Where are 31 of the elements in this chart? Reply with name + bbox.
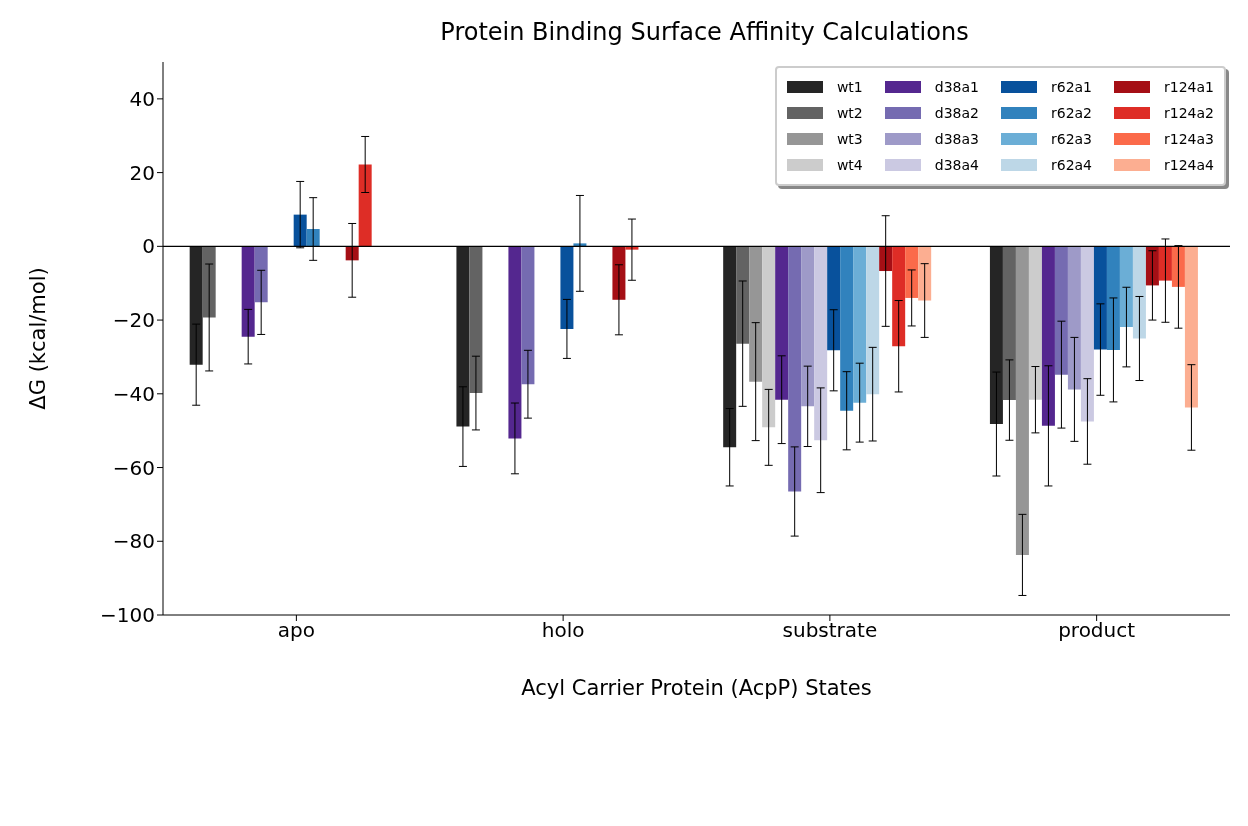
y-tick-label: −40 [112,381,155,406]
y-tick-label: −20 [112,308,155,333]
y-tick-label: 40 [129,86,155,111]
y-tick-label: 0 [142,234,155,259]
legend-label: wt3 [836,131,863,147]
legend-label: wt4 [836,157,863,173]
legend-label: r62a1 [1050,79,1093,95]
legend-label: r62a4 [1050,157,1093,173]
x-tick-label: substrate [782,618,878,643]
legend-label: r124a4 [1164,157,1214,173]
y-tick-label: −80 [112,529,155,554]
y-axis-title: ΔG (kcal/mol) [26,267,51,410]
legend-label: r124a1 [1164,79,1214,95]
legend-label: wt2 [836,105,863,121]
x-tick-label: apo [277,618,315,643]
legend-label: wt1 [836,79,863,95]
legend-label: d38a2 [934,105,979,121]
legend-label: r62a3 [1050,131,1093,147]
x-tick-label: product [1058,618,1136,643]
y-tick-label: −100 [100,603,155,628]
chart-title: Protein Binding Surface Affinity Calculations [439,18,970,46]
legend-label: d38a3 [934,131,979,147]
legend-label: r62a2 [1050,105,1093,121]
x-axis-title: Acyl Carrier Protein (AcpP) States [521,676,872,700]
legend-label: r124a2 [1164,105,1214,121]
legend-label: d38a1 [934,79,979,95]
y-tick-label: 20 [129,160,155,185]
legend-label: d38a4 [934,157,979,173]
legend-label: r124a3 [1164,131,1214,147]
y-tick-label: −60 [112,455,155,480]
x-tick-label: holo [541,618,585,643]
